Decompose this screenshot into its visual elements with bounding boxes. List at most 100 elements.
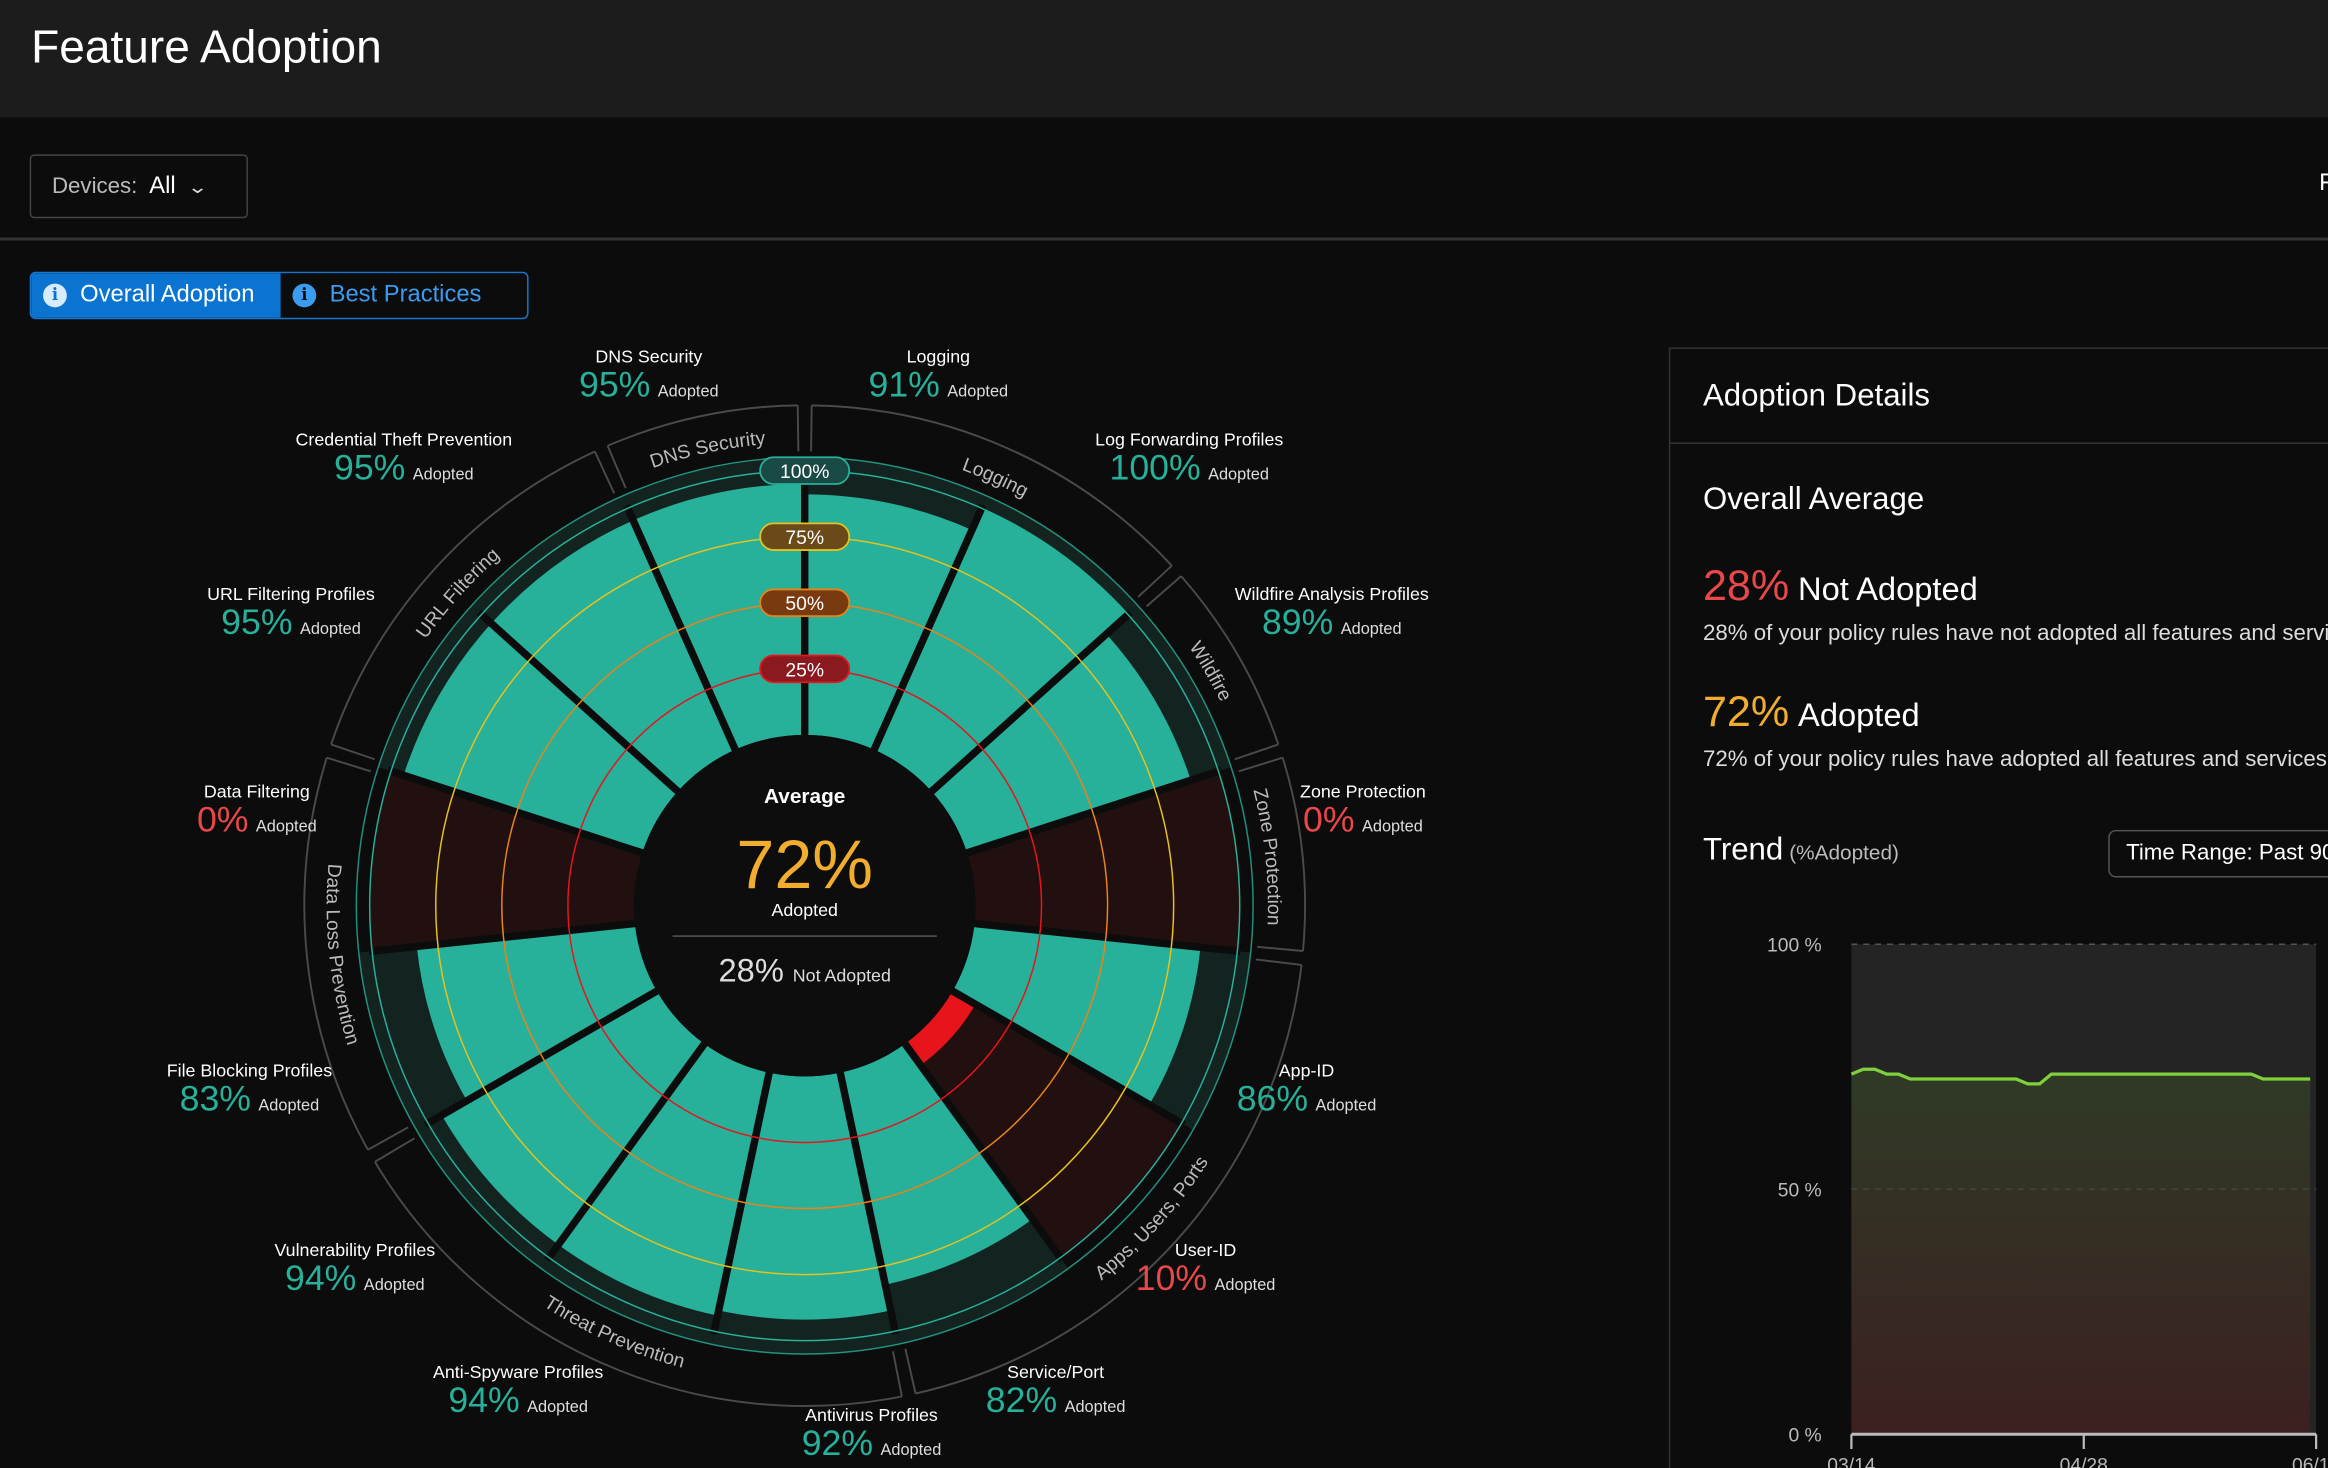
chevron-down-icon: ⌄ <box>187 175 209 197</box>
segment-bar-anti-spyware-profiles <box>558 1043 770 1316</box>
feature-value-row: 92% Adopted <box>802 1425 942 1464</box>
y-tick-label: 50 % <box>1778 1181 1822 1202</box>
segment-bar-credential-theft-prevention <box>491 520 736 792</box>
feature-value-row: 86% Adopted <box>1237 1080 1377 1120</box>
segment-track <box>905 991 1182 1258</box>
group-bracket-arc <box>303 757 369 1151</box>
feature-value-row: 83% Adopted <box>167 1079 332 1120</box>
ring-pill-100 <box>759 456 851 485</box>
feature-name: Vulnerability Profiles <box>274 1239 436 1261</box>
feature-label: App-ID 86% Adopted <box>1237 1060 1377 1119</box>
feature-value-row: 91% Adopted <box>868 365 1009 406</box>
x-tick-label: 03/14 <box>1827 1455 1876 1468</box>
tab-label: Best Practices <box>329 282 482 308</box>
devices-dropdown[interactable]: Devices: All ⌄ <box>29 154 248 219</box>
segment-track <box>967 771 1240 952</box>
filter-button[interactable]: F <box>2319 171 2328 198</box>
feature-name: Zone Protection <box>1300 780 1426 802</box>
feature-adopted-label: Adopted <box>412 466 474 485</box>
feature-value-row: 95% Adopted <box>207 604 375 643</box>
devices-value: All <box>149 172 176 199</box>
time-range-dropdown[interactable]: Time Range: Past 90 Days <box>2108 829 2328 878</box>
feature-name: App-ID <box>1278 1060 1335 1081</box>
page-header: Feature Adoption <box>0 0 2328 118</box>
not-adopted-row: 28% Not Adopted <box>1703 563 1978 612</box>
group-bracket-end <box>1234 743 1279 761</box>
tab-overall-adoption[interactable]: i Overall Adoption <box>31 273 281 318</box>
ring-label-50: 50% <box>785 594 824 615</box>
feature-label: Zone Protection 0% Adopted <box>1300 781 1426 840</box>
feature-value-row: 0% Adopted <box>1300 801 1426 841</box>
info-icon: i <box>292 283 317 308</box>
feature-percent: 0% <box>196 800 249 841</box>
ring-pill-25 <box>759 654 851 684</box>
ring-pill-50 <box>759 588 851 618</box>
feature-percent: 91% <box>868 365 940 406</box>
ring-pill-75 <box>759 522 851 551</box>
group-bracket-end <box>1238 756 1283 773</box>
feature-percent: 94% <box>448 1380 520 1421</box>
segment-bar-app-id <box>952 923 1201 1105</box>
trend-chart: 100 % 50 % 0 % 03/14 04/28 06/12 <box>1767 936 2328 1468</box>
not-adopted-value: 28% <box>718 951 784 989</box>
feature-adopted-label: Adopted <box>1315 1097 1377 1116</box>
feature-name: Log Forwarding Profiles <box>1095 429 1284 450</box>
segment-bar-antivirus-profiles <box>718 1072 891 1320</box>
feature-percent: 95% <box>579 365 651 406</box>
trend-area <box>1851 1069 2311 1435</box>
trend-line <box>1850 1067 2311 1086</box>
segment-bar-service-port <box>840 1043 1033 1285</box>
group-bracket-arc <box>330 450 596 745</box>
adoption-details-panel: Adoption Details Overall Average 28% Not … <box>1668 347 2328 1468</box>
group-bracket-arc <box>915 964 1303 1395</box>
feature-name: Wildfire Analysis Profiles <box>1234 583 1429 605</box>
average-summary: Average 72% Adopted 28% Not Adopted <box>656 772 953 990</box>
feature-percent: 89% <box>1261 602 1334 643</box>
feature-percent: 10% <box>1135 1259 1208 1300</box>
feature-adopted-label: Adopted <box>299 620 361 639</box>
page-title: Feature Adoption <box>31 20 382 73</box>
adopted-description: 72% of your policy rules have adopted al… <box>1702 746 2327 773</box>
feature-percent: 95% <box>221 602 293 643</box>
center-circle <box>633 734 976 1077</box>
feature-name: URL Filtering Profiles <box>207 583 375 605</box>
group-bracket-arc <box>1281 757 1306 952</box>
group-bracket-end <box>796 405 800 452</box>
feature-value-row: 0% Adopted <box>196 800 317 841</box>
feature-adopted-label: Adopted <box>1214 1276 1276 1295</box>
feature-percent: 95% <box>334 448 406 489</box>
y-tick-label: 0 % <box>1788 1426 1821 1447</box>
feature-adopted-label: Adopted <box>527 1398 588 1417</box>
feature-percent: 94% <box>285 1259 357 1300</box>
group-bracket-end <box>367 1126 409 1151</box>
feature-name: Service/Port <box>1007 1361 1105 1383</box>
feature-percent: 100% <box>1109 448 1201 489</box>
x-tick-label: 04/28 <box>2060 1455 2108 1468</box>
tab-best-practices[interactable]: i Best Practices <box>281 273 494 318</box>
devices-label: Devices: <box>51 173 138 199</box>
tab-label: Overall Adoption <box>80 282 255 308</box>
feature-adopted-label: Adopted <box>363 1276 425 1295</box>
overall-average-heading: Overall Average <box>1702 482 1925 517</box>
ring-label-25: 25% <box>785 660 824 681</box>
view-toggle: i Overall Adoption i Best Practices <box>29 271 529 320</box>
feature-name: User-ID <box>1174 1239 1237 1261</box>
feature-adopted-label: Adopted <box>1208 466 1269 485</box>
feature-label: Service/Port 82% Adopted <box>986 1361 1126 1420</box>
feature-value-row: 100% Adopted <box>1095 448 1283 489</box>
adopted-label: Adopted <box>1798 696 1920 734</box>
segment-bar-user-id <box>905 991 976 1066</box>
group-bracket-end <box>1137 565 1173 598</box>
segment-bar-dns-security <box>633 483 805 750</box>
panel-title: Adoption Details <box>1670 349 2328 444</box>
feature-label: Vulnerability Profiles 94% Adopted <box>274 1240 435 1299</box>
feature-name: Data Filtering <box>203 780 310 802</box>
feature-percent: 83% <box>179 1079 251 1120</box>
adopted-row: 72% Adopted <box>1703 689 1920 738</box>
group-bracket-end <box>891 1351 903 1397</box>
feature-name: Logging <box>906 345 971 367</box>
feature-label: User-ID 10% Adopted <box>1136 1240 1276 1299</box>
feature-value-row: 94% Adopted <box>433 1382 603 1421</box>
